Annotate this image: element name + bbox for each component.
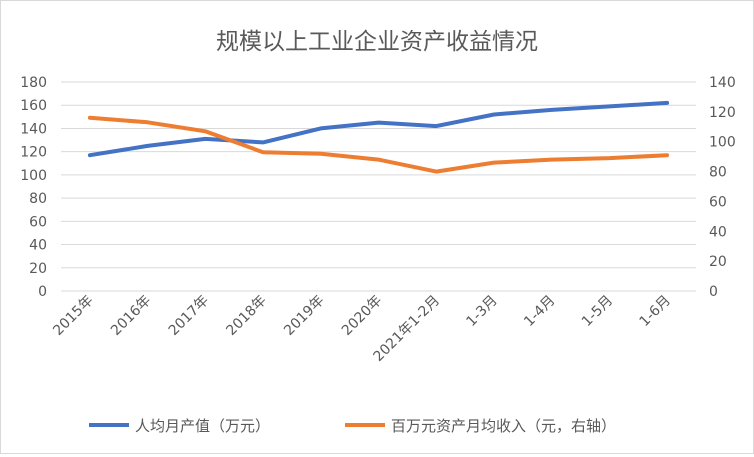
x-tick-label: 1-3月: [463, 293, 500, 330]
left-axis-ticks: 0 20 40 60 80 100 120 140 160 180: [20, 75, 47, 300]
left-tick-label: 180: [20, 75, 47, 91]
x-tick-label: 2018年: [223, 293, 269, 339]
right-tick-label: 60: [709, 194, 727, 210]
right-tick-label: 20: [709, 254, 727, 270]
legend-label-series-2: 百万元资产月均收入（元，右轴）: [391, 417, 616, 435]
series-lines: [87, 100, 670, 174]
x-tick-label: 2020年: [339, 293, 385, 339]
x-tick-label: 2017年: [166, 293, 212, 339]
left-tick-label: 140: [20, 121, 47, 137]
x-tick-label: 2015年: [50, 293, 96, 339]
left-tick-label: 0: [38, 284, 47, 300]
x-tick-label: 2019年: [281, 293, 327, 339]
left-tick-label: 60: [29, 214, 47, 230]
series-line-1: [87, 100, 670, 158]
series-line-2: [87, 115, 670, 174]
x-tick-label: 1-6月: [637, 293, 674, 330]
x-tick-label: 1-5月: [579, 293, 616, 330]
right-tick-label: 0: [709, 284, 718, 300]
right-axis-ticks: 0 20 40 60 80 100 120 140: [709, 75, 736, 300]
right-tick-label: 40: [709, 224, 727, 240]
legend: 人均月产值（万元） 百万元资产月均收入（元，右轴）: [89, 417, 616, 435]
chart-title: 规模以上工业企业资产收益情况: [216, 29, 538, 55]
right-tick-label: 120: [709, 105, 736, 121]
left-tick-label: 160: [20, 98, 47, 114]
legend-label-series-1: 人均月产值（万元）: [135, 417, 270, 435]
left-tick-label: 100: [20, 168, 47, 184]
x-tick-label: 2016年: [108, 293, 154, 339]
left-tick-label: 40: [29, 238, 47, 254]
left-tick-label: 80: [29, 191, 47, 207]
right-tick-label: 80: [709, 165, 727, 181]
right-tick-label: 100: [709, 135, 736, 151]
x-tick-label: 1-4月: [521, 293, 558, 330]
right-tick-label: 140: [709, 75, 736, 91]
left-tick-label: 20: [29, 261, 47, 277]
left-tick-label: 120: [20, 145, 47, 161]
gridlines: [61, 81, 696, 292]
